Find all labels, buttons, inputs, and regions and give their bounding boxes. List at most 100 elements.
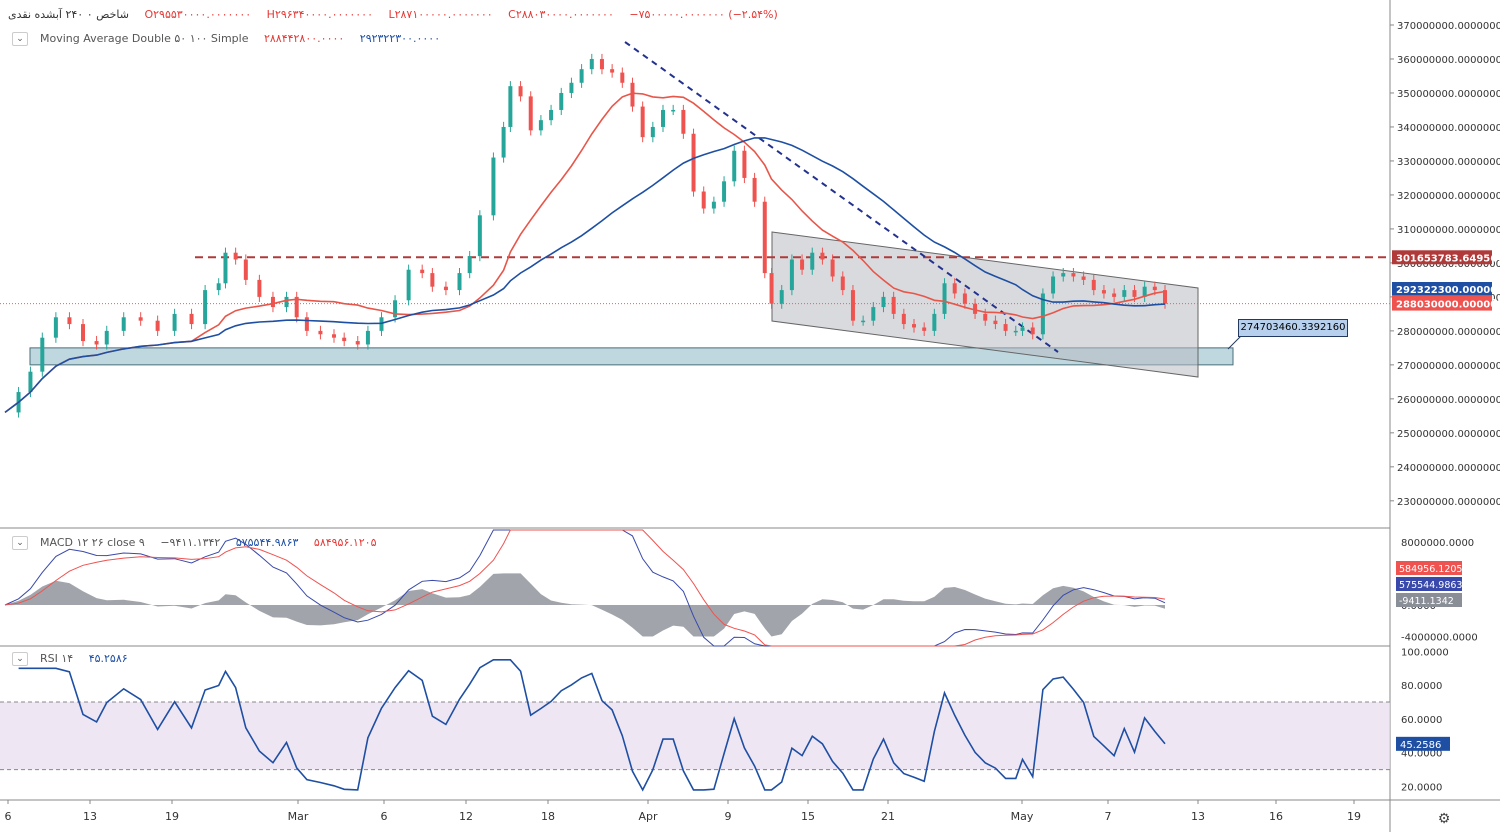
ma100-line: [4, 137, 1166, 414]
candle-body: [270, 296, 275, 308]
candle-body: [871, 307, 876, 321]
candle-body: [1152, 286, 1157, 291]
rsi-y-tick-label: 40.0000: [1401, 749, 1442, 760]
macd-histogram: [5, 573, 1165, 637]
x-tick-label: 6: [381, 810, 388, 823]
y-tick-label: 300000000.0000000: [1397, 259, 1500, 270]
resistance-price-tag: 301653783.6495672: [1396, 253, 1500, 264]
candle-body: [891, 296, 896, 314]
candle-body: [661, 109, 666, 127]
candle-body: [1061, 273, 1066, 277]
candle-body: [233, 252, 238, 260]
candle-body: [203, 290, 208, 325]
candle-body: [671, 109, 676, 112]
ma-indicator-label[interactable]: Moving Average Double ۵۰ ۱۰۰ Simple: [40, 32, 249, 45]
macd-legend: ⌄ MACD ۱۲ ۲۶ close ۹ −۹۴۱۱.۱۳۴۲ ۵۷۵۵۴۴.۹۸…: [12, 536, 389, 550]
candle-body: [508, 86, 513, 127]
resistance-price-tag-bg: [1392, 250, 1492, 265]
candle-body: [189, 313, 194, 325]
x-tick-label: 12: [459, 810, 473, 823]
candle-body: [243, 259, 248, 280]
y-tick-label: 310000000.0000000: [1397, 225, 1500, 236]
rsi-indicator-label[interactable]: RSI ۱۴: [40, 652, 74, 665]
x-tick-label: 18: [541, 810, 555, 823]
descending-trendline: [624, 41, 1059, 353]
header-legend: شاخص ۰ ۲۴۰ آبشده نقدی O۲۹۵۵۳۰۰۰۰.۰۰۰۰۰۰۰…: [8, 8, 790, 22]
ma100-price-tag-bg: [1392, 281, 1492, 296]
rsi-band: [0, 702, 1390, 770]
y-tick-label: 270000000.0000000: [1397, 361, 1500, 372]
macd-tag-signal: 584956.1205: [1399, 564, 1462, 575]
ma50-line: [4, 92, 1166, 414]
candle-body: [820, 252, 825, 260]
candle-body: [881, 296, 886, 308]
candle-body: [284, 296, 289, 308]
macd-y-tick-label: -4000000.0000: [1401, 633, 1478, 644]
ma50-value: ۲۸۸۴۴۲۸۰۰.۰۰۰۰: [263, 32, 345, 45]
support-zone: [29, 347, 1234, 366]
y-tick-label: 330000000.0000000: [1397, 157, 1500, 168]
ma-legend: ⌄ Moving Average Double ۵۰ ۱۰۰ Simple ۲۸۸…: [12, 32, 452, 46]
candle-body: [830, 259, 835, 277]
candle-body: [104, 330, 109, 345]
ma100-price-tag: 292322300.0000000: [1396, 285, 1500, 296]
candle-body: [579, 69, 584, 83]
candle-body: [467, 256, 472, 274]
candle-body: [1091, 279, 1096, 291]
y-tick-label: 260000000.0000000: [1397, 395, 1500, 406]
macd-tag-histogram: -9411.1342: [1399, 596, 1454, 607]
candle-body: [223, 252, 228, 284]
candle-body: [342, 337, 347, 342]
x-tick-label: 7: [1105, 810, 1112, 823]
candle-body: [1122, 290, 1127, 297]
macd-collapse-chevron-icon[interactable]: ⌄: [12, 536, 28, 550]
candle-body: [457, 273, 462, 291]
y-tick-label: 360000000.0000000: [1397, 55, 1500, 66]
candle-body: [993, 320, 998, 325]
settings-gear-icon: ⚙: [1438, 811, 1451, 827]
macd-tag-bg: [1396, 593, 1462, 607]
candle-body: [1071, 273, 1076, 277]
candle-body: [559, 92, 564, 110]
candle-body: [318, 330, 323, 335]
macd-hist-value: −۹۴۱۱.۱۳۴۲: [160, 536, 221, 549]
x-tick-label: May: [1011, 810, 1034, 823]
candle-body: [332, 334, 337, 338]
candles: [16, 53, 1167, 418]
x-tick-label: 6: [5, 810, 12, 823]
close-value: C۲۸۸۰۳۰۰۰۰.۰۰۰۰۰۰۰: [508, 8, 614, 21]
candle-body: [1013, 330, 1018, 333]
x-tick-label: 13: [83, 810, 97, 823]
candle-body: [393, 300, 398, 318]
y-tick-label: 250000000.0000000: [1397, 429, 1500, 440]
candle-body: [501, 126, 506, 158]
price-callout[interactable]: 274703460.3392160: [1238, 319, 1348, 337]
rsi-y-tick-label: 60.0000: [1401, 715, 1442, 726]
last-price-tag: 288030000.0000000: [1396, 300, 1500, 311]
symbol-name: شاخص ۰ ۲۴۰ آبشده نقدی: [8, 8, 129, 21]
candle-body: [1142, 286, 1147, 297]
candle-body: [599, 58, 604, 70]
rsi-collapse-chevron-icon[interactable]: ⌄: [12, 652, 28, 666]
candle-body: [742, 150, 747, 178]
candle-body: [912, 324, 917, 328]
candle-body: [640, 106, 645, 138]
candle-body: [67, 317, 72, 325]
y-tick-label: 350000000.0000000: [1397, 89, 1500, 100]
y-tick-label: 280000000.0000000: [1397, 327, 1500, 338]
rsi-value: ۴۵.۲۵۸۶: [88, 652, 128, 665]
candle-body: [1051, 276, 1056, 294]
callout-pointer: [1227, 334, 1243, 350]
candle-body: [518, 86, 523, 97]
last-price-tag-bg: [1392, 296, 1492, 311]
macd-y-tick-label: 8000000.0000: [1401, 538, 1474, 549]
candle-body: [121, 317, 126, 331]
candle-body: [620, 72, 625, 83]
ma100-value: ۲۹۲۳۲۲۳۰۰.۰۰۰۰: [359, 32, 441, 45]
macd-indicator-label[interactable]: MACD ۱۲ ۲۶ close ۹: [40, 536, 145, 549]
collapse-chevron-icon[interactable]: ⌄: [12, 32, 28, 46]
candle-body: [850, 290, 855, 321]
y-tick-label: 370000000.0000000: [1397, 21, 1500, 32]
x-tick-label: 13: [1191, 810, 1205, 823]
